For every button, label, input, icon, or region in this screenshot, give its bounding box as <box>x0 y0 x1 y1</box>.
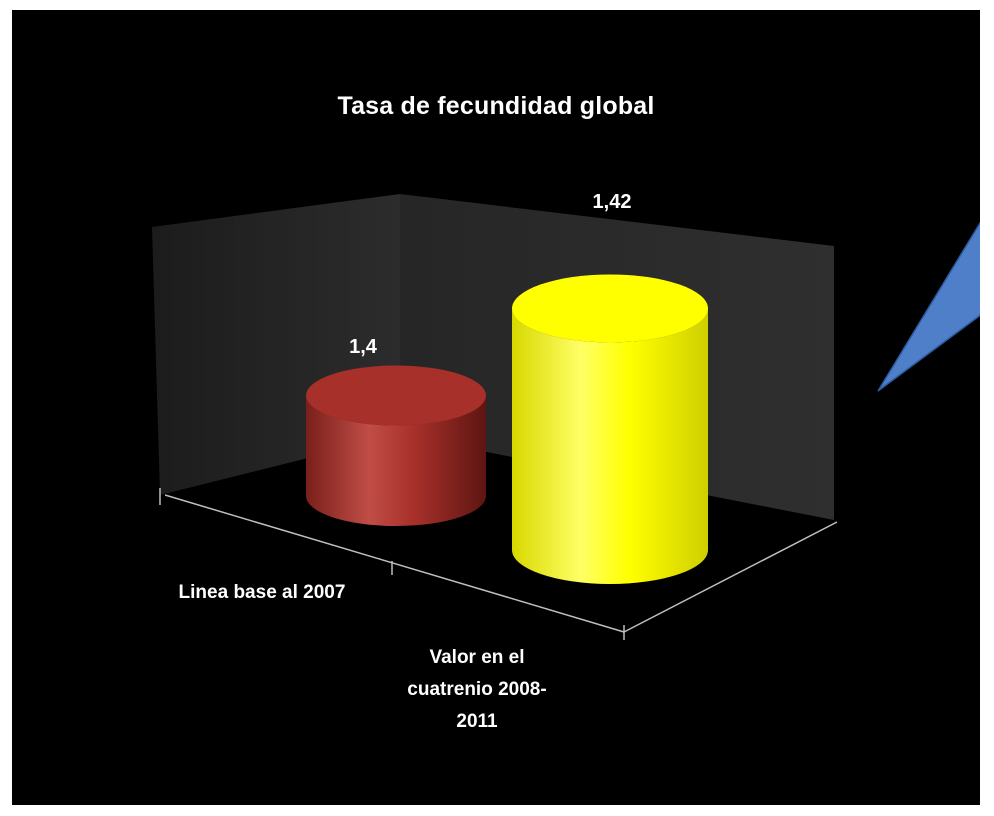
chart-area: Tasa de fecundidad global 1,4 1,42 Linea… <box>12 10 980 805</box>
category-label-1: Linea base al 2007 <box>178 582 346 603</box>
category-label-2: Valor en el cuatrenio 2008-2011 <box>407 647 547 732</box>
bar-2-body <box>512 308 708 584</box>
floor-right-edge <box>623 521 838 633</box>
bar-1-body <box>306 395 486 526</box>
chart-title: Tasa de fecundidad global <box>337 92 655 120</box>
data-label-bar-1: 1,4 <box>349 336 377 358</box>
bar-2-top <box>512 274 708 343</box>
floor-front-edge <box>164 494 625 633</box>
bar-1-top <box>306 365 486 426</box>
bars-group <box>306 274 708 584</box>
data-label-bar-2: 1,42 <box>592 191 632 213</box>
chart-canvas <box>152 194 980 640</box>
blue-wedge-shape <box>877 221 980 392</box>
